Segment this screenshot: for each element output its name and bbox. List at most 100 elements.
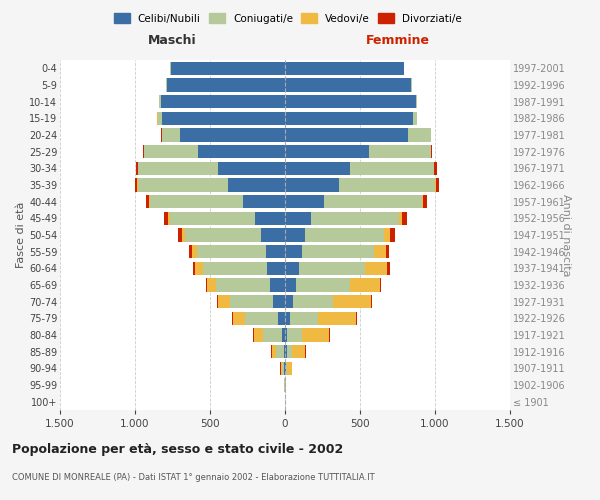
Bar xyxy=(285,62,404,75)
Bar xyxy=(261,228,285,241)
Bar xyxy=(157,112,162,125)
Bar xyxy=(166,78,167,92)
Bar xyxy=(285,362,286,375)
Bar xyxy=(285,278,296,291)
Bar xyxy=(180,128,285,141)
Bar xyxy=(402,212,407,225)
Bar xyxy=(149,195,150,208)
Bar xyxy=(285,328,287,342)
Bar xyxy=(285,245,302,258)
Bar xyxy=(324,195,421,208)
Bar xyxy=(276,345,284,358)
Bar xyxy=(203,262,267,275)
Bar xyxy=(270,278,285,291)
Bar xyxy=(285,345,287,358)
Bar xyxy=(421,195,423,208)
Bar xyxy=(254,328,263,342)
Bar xyxy=(293,295,333,308)
Bar xyxy=(245,312,277,325)
Bar xyxy=(285,78,411,92)
Y-axis label: Fasce di età: Fasce di età xyxy=(16,202,26,268)
Bar xyxy=(286,362,287,375)
Bar xyxy=(195,262,203,275)
Legend: Celibi/Nubili, Coniugati/e, Vedovi/e, Divorziati/e: Celibi/Nubili, Coniugati/e, Vedovi/e, Di… xyxy=(111,10,465,26)
Bar xyxy=(365,262,387,275)
Bar xyxy=(373,245,386,258)
Bar xyxy=(299,262,365,275)
Bar xyxy=(371,295,372,308)
Bar xyxy=(193,262,195,275)
Bar xyxy=(167,78,285,92)
Bar xyxy=(168,212,170,225)
Bar xyxy=(218,162,285,175)
Bar xyxy=(302,245,373,258)
Bar xyxy=(198,145,285,158)
Bar xyxy=(197,245,265,258)
Bar xyxy=(281,362,282,375)
Bar xyxy=(302,328,329,342)
Text: Femmine: Femmine xyxy=(365,34,430,46)
Bar xyxy=(387,262,390,275)
Bar xyxy=(216,278,270,291)
Bar xyxy=(290,312,318,325)
Bar xyxy=(144,145,198,158)
Bar xyxy=(243,195,285,208)
Bar xyxy=(415,95,417,108)
Bar xyxy=(150,195,243,208)
Bar xyxy=(384,228,390,241)
Bar xyxy=(292,345,305,358)
Bar xyxy=(189,245,192,258)
Bar xyxy=(182,228,185,241)
Bar xyxy=(433,162,434,175)
Bar xyxy=(285,295,293,308)
Bar xyxy=(380,278,382,291)
Bar xyxy=(435,178,436,192)
Bar xyxy=(255,212,285,225)
Y-axis label: Anni di nascita: Anni di nascita xyxy=(561,194,571,276)
Bar xyxy=(355,312,356,325)
Bar xyxy=(285,145,369,158)
Bar xyxy=(138,162,218,175)
Bar xyxy=(282,362,284,375)
Bar xyxy=(285,162,349,175)
Bar xyxy=(161,95,285,108)
Bar xyxy=(233,312,245,325)
Bar xyxy=(369,145,431,158)
Bar xyxy=(285,195,324,208)
Bar xyxy=(311,212,399,225)
Bar xyxy=(138,178,228,192)
Bar xyxy=(229,295,273,308)
Bar xyxy=(136,162,137,175)
Bar xyxy=(135,178,137,192)
Bar xyxy=(271,345,276,358)
Bar xyxy=(423,195,427,208)
Bar xyxy=(162,112,285,125)
Bar xyxy=(434,162,437,175)
Bar xyxy=(143,145,144,158)
Bar xyxy=(218,295,229,308)
Bar xyxy=(284,362,285,375)
Text: Popolazione per età, sesso e stato civile - 2002: Popolazione per età, sesso e stato civil… xyxy=(12,442,343,456)
Bar xyxy=(296,278,349,291)
Bar xyxy=(265,245,285,258)
Bar xyxy=(333,295,371,308)
Bar xyxy=(170,62,171,75)
Bar xyxy=(287,362,292,375)
Bar xyxy=(192,245,197,258)
Bar xyxy=(285,112,413,125)
Bar xyxy=(285,262,299,275)
Bar xyxy=(159,95,161,108)
Bar xyxy=(171,62,285,75)
Bar xyxy=(207,278,216,291)
Bar xyxy=(232,312,233,325)
Bar xyxy=(408,128,431,141)
Bar xyxy=(339,178,435,192)
Bar xyxy=(164,212,168,225)
Bar xyxy=(285,312,290,325)
Bar xyxy=(413,112,417,125)
Bar xyxy=(329,328,330,342)
Bar xyxy=(411,78,412,92)
Bar xyxy=(267,262,285,275)
Bar xyxy=(390,228,395,241)
Bar xyxy=(305,228,384,241)
